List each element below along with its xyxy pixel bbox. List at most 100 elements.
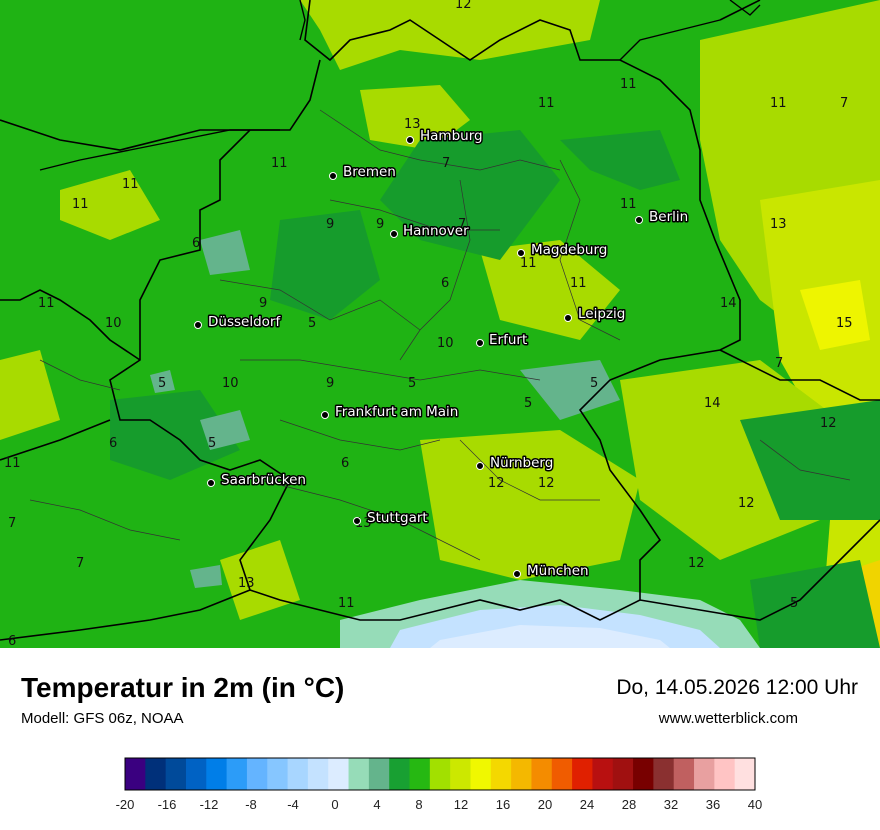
iso-label: 14 (704, 396, 721, 411)
color-legend: -20 -16 -12 -8 -4 0 4 8 12 16 20 24 28 32 36 40 (116, 757, 763, 812)
iso-label: 13 (404, 117, 421, 132)
iso-label: 7 (775, 356, 783, 371)
legend-ticks: -20 -16 -12 -8 -4 0 4 8 12 16 20 24 28 32 36 40 (116, 797, 763, 812)
iso-label: 13 (770, 217, 787, 232)
legend-tick-label: 40 (748, 797, 762, 812)
model-info: Modell: GFS 06z, NOAA (21, 710, 184, 727)
legend-color-box (409, 758, 431, 790)
iso-label: 5 (790, 596, 798, 611)
legend-color-box (734, 758, 756, 790)
legend-tick-label: 36 (706, 797, 720, 812)
city-hannover: Hannover (390, 222, 471, 241)
iso-label: 6 (109, 436, 117, 451)
legend-color-box (490, 758, 512, 790)
legend-color-box (389, 758, 411, 790)
iso-label: 5 (408, 376, 416, 391)
iso-label: 9 (376, 217, 384, 232)
alps-zones (340, 580, 760, 648)
legend-color-box (531, 758, 553, 790)
legend-color-box (470, 758, 492, 790)
iso-label: 11 (520, 256, 537, 271)
iso-label: 10 (222, 376, 239, 391)
isoline-labels: 12 11 11 11 7 13 11 7 11 11 11 9 9 7 13 … (4, 0, 853, 648)
legend-color-box (653, 758, 675, 790)
city-muenchen: München (513, 562, 590, 581)
iso-label: 11 (770, 96, 787, 111)
legend-color-box (287, 758, 309, 790)
iso-label: 11 (38, 296, 55, 311)
iso-label: 5 (590, 376, 598, 391)
svg-text:Magdeburg: Magdeburg (531, 242, 607, 258)
iso-label: 13 (238, 576, 255, 591)
iso-label: 12 (488, 476, 505, 491)
iso-label: 10 (437, 336, 454, 351)
svg-text:Berlin: Berlin (649, 209, 688, 225)
city-saarbruecken: Saarbrücken (207, 471, 307, 490)
legend-tick-label: 4 (373, 797, 380, 812)
cool-zones (110, 130, 880, 648)
legend-color-box (633, 758, 654, 790)
legend-tick-label: 20 (538, 797, 552, 812)
iso-label: 12 (538, 476, 555, 491)
svg-text:Nürnberg: Nürnberg (490, 455, 553, 471)
legend-color-box (307, 758, 329, 790)
legend-color-box (165, 758, 187, 790)
city-duesseldorf: Düsseldorf (194, 313, 283, 332)
legend-color-box (145, 758, 167, 790)
legend-color-box (714, 758, 736, 790)
legend-color-boxes (125, 758, 756, 790)
legend-frame (124, 757, 756, 791)
iso-label: 7 (76, 556, 84, 571)
legend-tick-label: 12 (454, 797, 468, 812)
iso-label: 12 (455, 0, 472, 12)
iso-label: 5 (308, 316, 316, 331)
city-leipzig: Leipzig (564, 305, 627, 324)
iso-label: 11 (538, 96, 555, 111)
iso-label: 11 (620, 77, 637, 92)
legend-color-box (511, 758, 532, 790)
svg-text:Hannover: Hannover (403, 223, 469, 239)
city-nuernberg: Nürnberg (476, 454, 555, 473)
legend-color-box (348, 758, 370, 790)
iso-label: 11 (4, 456, 21, 471)
legend-tick-label: -16 (158, 797, 177, 812)
svg-text:Frankfurt am Main: Frankfurt am Main (335, 404, 458, 420)
iso-label: 9 (326, 376, 334, 391)
coastline (39, 0, 761, 171)
legend-color-box (246, 758, 268, 790)
svg-text:München: München (527, 563, 589, 579)
iso-label: 9 (326, 217, 334, 232)
iso-label: 10 (105, 316, 122, 331)
iso-label: 11 (338, 596, 355, 611)
iso-label: 11 (570, 276, 587, 291)
iso-label: 9 (259, 296, 267, 311)
legend-color-box (612, 758, 634, 790)
city-erfurt: Erfurt (476, 331, 529, 350)
website-link[interactable]: www.wetterblick.com (658, 710, 798, 727)
cities: Hamburg Bremen Hannover Berlin Magdeburg… (194, 127, 690, 581)
iso-label: 6 (341, 456, 349, 471)
svg-text:Bremen: Bremen (343, 164, 396, 180)
iso-label: 6 (441, 276, 449, 291)
iso-label: 5 (208, 436, 216, 451)
forecast-datetime: Do, 14.05.2026 12:00 Uhr (616, 676, 858, 699)
legend-color-box (592, 758, 614, 790)
legend-color-box (185, 758, 207, 790)
iso-label: 14 (720, 296, 737, 311)
iso-label: 11 (271, 156, 288, 171)
legend-tick-label: -12 (200, 797, 219, 812)
svg-text:Leipzig: Leipzig (578, 306, 625, 322)
iso-label: 6 (8, 634, 16, 648)
legend-color-box (551, 758, 573, 790)
city-frankfurt: Frankfurt am Main (321, 403, 460, 422)
legend-tick-label: -4 (287, 797, 299, 812)
legend-color-box (125, 758, 146, 790)
svg-text:Hamburg: Hamburg (420, 128, 483, 144)
iso-label: 15 (836, 316, 853, 331)
svg-text:Stuttgart: Stuttgart (367, 510, 428, 526)
iso-label: 6 (192, 236, 200, 251)
iso-label: 7 (442, 156, 450, 171)
legend-color-box (328, 758, 350, 790)
city-bremen: Bremen (329, 163, 397, 182)
legend-tick-label: -20 (116, 797, 135, 812)
